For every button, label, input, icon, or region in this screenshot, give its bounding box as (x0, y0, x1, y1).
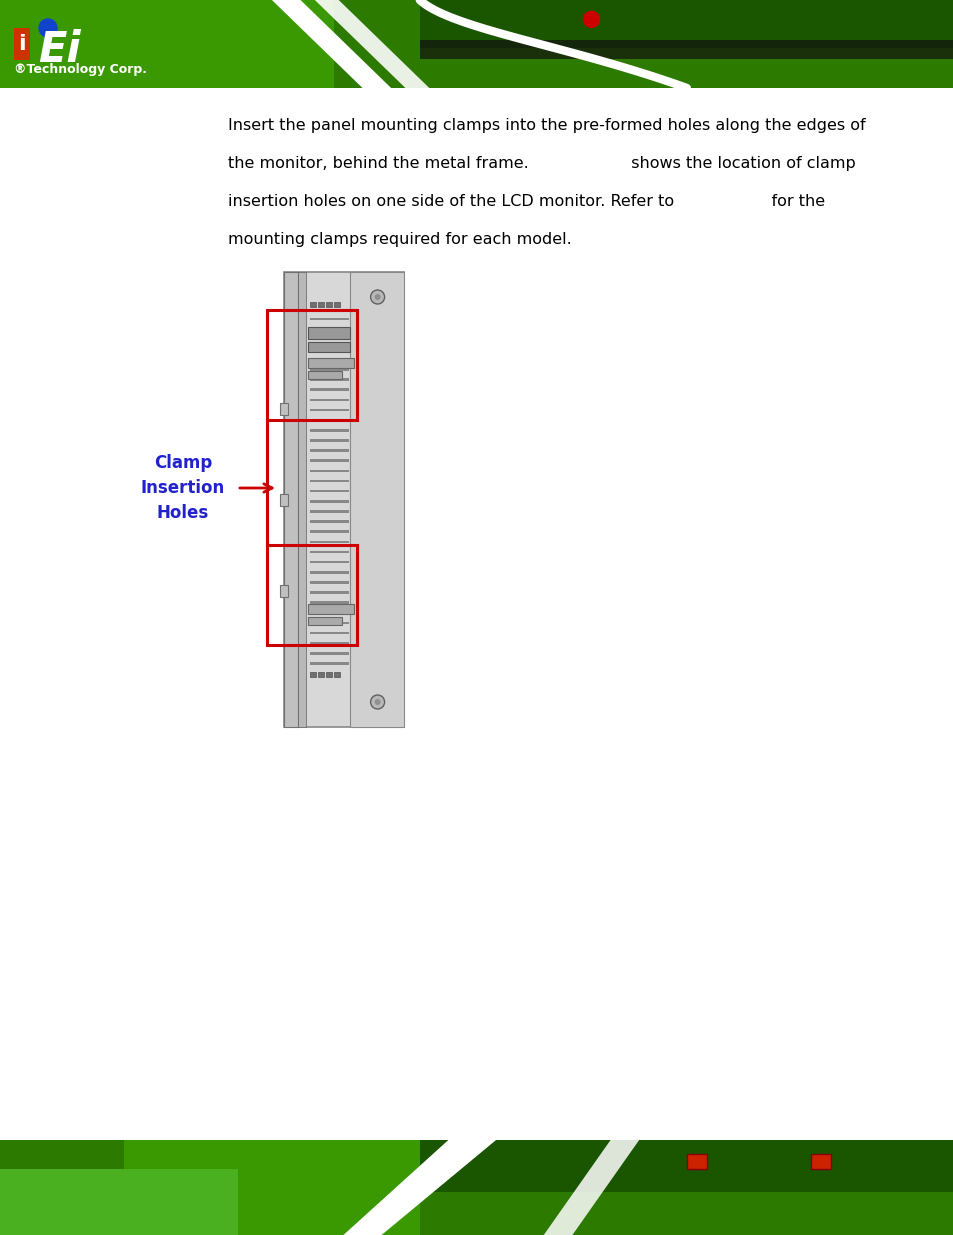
Bar (310, 601, 349, 604)
Bar (310, 611, 349, 614)
Bar (334, 0, 953, 88)
Bar (310, 510, 349, 513)
Bar (326, 672, 332, 677)
Bar (335, 303, 340, 308)
Circle shape (370, 290, 384, 304)
Bar (308, 342, 350, 352)
Bar (267, 545, 356, 645)
Bar (310, 621, 349, 624)
Bar (310, 672, 316, 677)
Bar (14, 28, 30, 61)
Bar (318, 672, 324, 677)
Text: the monitor, behind the metal frame.                    shows the location of cl: the monitor, behind the metal frame. sho… (228, 156, 855, 170)
Bar (280, 494, 288, 505)
Bar (310, 399, 349, 401)
Bar (310, 450, 349, 452)
Bar (310, 348, 349, 351)
Bar (310, 429, 349, 431)
Circle shape (375, 699, 380, 705)
Bar (310, 419, 349, 421)
Bar (0, 0, 286, 88)
Text: Clamp
Insertion
Holes: Clamp Insertion Holes (141, 454, 225, 522)
Bar (310, 642, 349, 645)
Bar (308, 618, 341, 625)
Text: mounting clamps required for each model.: mounting clamps required for each model. (228, 232, 571, 247)
Bar (310, 479, 349, 482)
Circle shape (39, 19, 57, 37)
Bar (310, 358, 349, 361)
Bar (310, 459, 349, 462)
Bar (310, 327, 349, 330)
Text: i: i (18, 35, 26, 54)
Circle shape (583, 11, 598, 27)
Bar (686, 1155, 706, 1170)
Bar (419, 40, 953, 59)
Bar (310, 317, 349, 320)
Bar (284, 272, 403, 727)
Bar (810, 1155, 830, 1170)
Polygon shape (272, 0, 391, 88)
Bar (310, 338, 349, 341)
Bar (267, 310, 356, 420)
Polygon shape (543, 1140, 639, 1235)
Bar (284, 272, 298, 727)
Bar (310, 490, 349, 493)
Bar (310, 541, 349, 543)
Bar (0, 1140, 953, 1235)
Polygon shape (343, 1140, 496, 1235)
Bar (326, 303, 332, 308)
Bar (310, 520, 349, 522)
Bar (308, 326, 350, 338)
Text: ®Technology Corp.: ®Technology Corp. (14, 63, 147, 77)
Bar (310, 303, 316, 308)
Bar (310, 469, 349, 472)
Bar (335, 672, 340, 677)
Bar (310, 571, 349, 573)
Bar (419, 1140, 953, 1235)
Bar (310, 662, 349, 664)
Bar (0, 1168, 238, 1235)
Bar (0, 1140, 124, 1168)
Bar (310, 409, 349, 411)
Bar (419, 1140, 953, 1192)
Bar (310, 368, 349, 370)
Bar (310, 531, 349, 534)
Bar (310, 561, 349, 563)
Polygon shape (314, 0, 429, 88)
Bar (308, 604, 354, 614)
Bar (0, 0, 953, 88)
Text: Ei: Ei (38, 28, 81, 70)
Bar (298, 272, 305, 727)
Bar (280, 403, 288, 415)
Bar (350, 272, 403, 727)
Bar (310, 389, 349, 391)
Bar (419, 0, 953, 48)
Bar (310, 500, 349, 503)
Text: insertion holes on one side of the LCD monitor. Refer to                   for t: insertion holes on one side of the LCD m… (228, 194, 824, 209)
Bar (310, 592, 349, 594)
Circle shape (370, 695, 384, 709)
Bar (310, 440, 349, 442)
Bar (318, 303, 324, 308)
Bar (308, 372, 341, 379)
Text: Insert the panel mounting clamps into the pre-formed holes along the edges of: Insert the panel mounting clamps into th… (228, 119, 864, 133)
Bar (308, 358, 354, 368)
Circle shape (375, 294, 380, 300)
Bar (310, 551, 349, 553)
Bar (310, 652, 349, 655)
Bar (310, 632, 349, 635)
Bar (310, 582, 349, 584)
Bar (310, 378, 349, 380)
Bar (280, 584, 288, 597)
